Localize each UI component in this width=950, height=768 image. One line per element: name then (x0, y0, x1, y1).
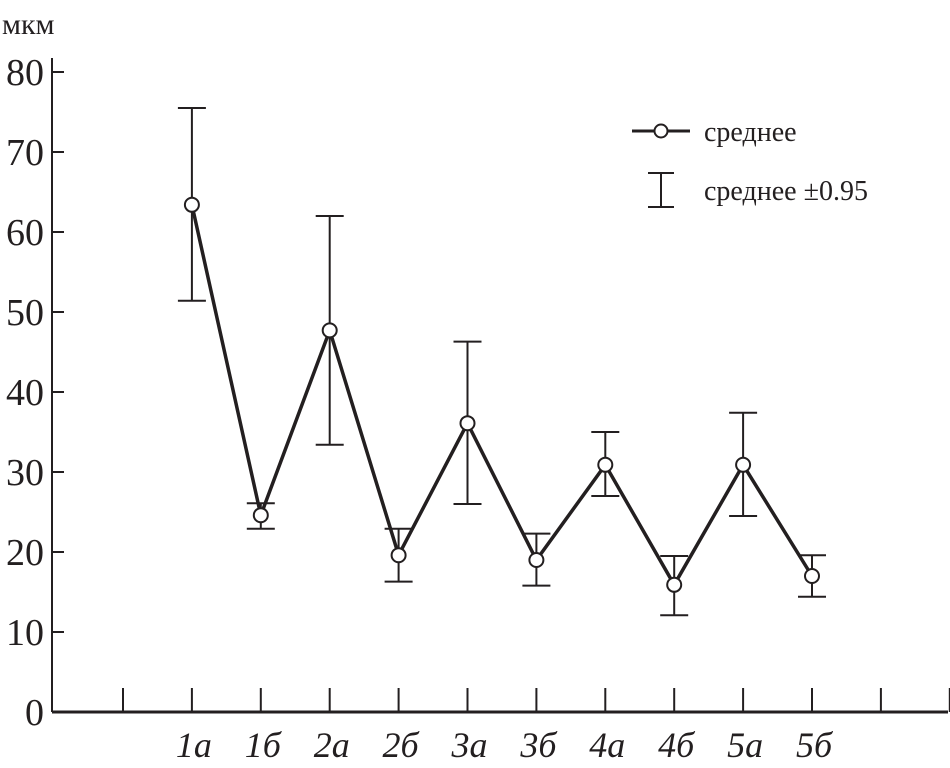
y-tick-label: 50 (6, 292, 44, 334)
legend-error-label: среднее ±0.95 (704, 176, 868, 207)
x-tick-label: 2б (383, 725, 421, 765)
x-tick-label: 1а (176, 725, 212, 765)
data-point (666, 576, 683, 593)
x-tick-label: 5а (727, 725, 763, 765)
data-point (321, 322, 338, 339)
y-tick-label: 70 (6, 132, 44, 174)
legend-marker-icon (653, 123, 669, 139)
data-point (597, 456, 614, 473)
data-point (459, 415, 476, 432)
mean-line (190, 204, 814, 589)
x-tick-label: 1б (245, 725, 283, 765)
data-point (252, 507, 269, 524)
y-tick-label: 40 (6, 372, 44, 414)
y-tick-label: 30 (6, 452, 44, 494)
x-tick-label: 3а (451, 725, 488, 765)
y-tick-label: 80 (6, 52, 44, 94)
data-point (390, 547, 407, 564)
x-tick-label: 4б (658, 725, 696, 765)
x-axis: 1а 1б 2а 2б 3а 3б 4а 4б 5а 5б (52, 688, 950, 765)
legend-mean-label: среднее (704, 117, 797, 148)
y-tick-label: 60 (6, 212, 44, 254)
x-tick-label: 4а (589, 725, 625, 765)
y-axis: 0 10 20 30 40 50 60 70 80 (6, 52, 64, 734)
y-tick-label: 0 (25, 692, 44, 734)
data-point (804, 568, 820, 584)
x-tick-label: 2а (314, 725, 350, 765)
y-tick-label: 20 (6, 532, 44, 574)
x-tick-label: 5б (796, 725, 834, 765)
mean-points (183, 196, 820, 593)
legend: среднее среднее ±0.95 (632, 117, 868, 208)
data-point (735, 456, 752, 473)
series-line (190, 204, 814, 589)
y-tick-label: 10 (6, 612, 44, 654)
data-point (528, 552, 545, 568)
data-point (183, 196, 200, 213)
x-tick-label: 3б (519, 725, 558, 765)
y-axis-unit-label: мкм (2, 8, 55, 41)
